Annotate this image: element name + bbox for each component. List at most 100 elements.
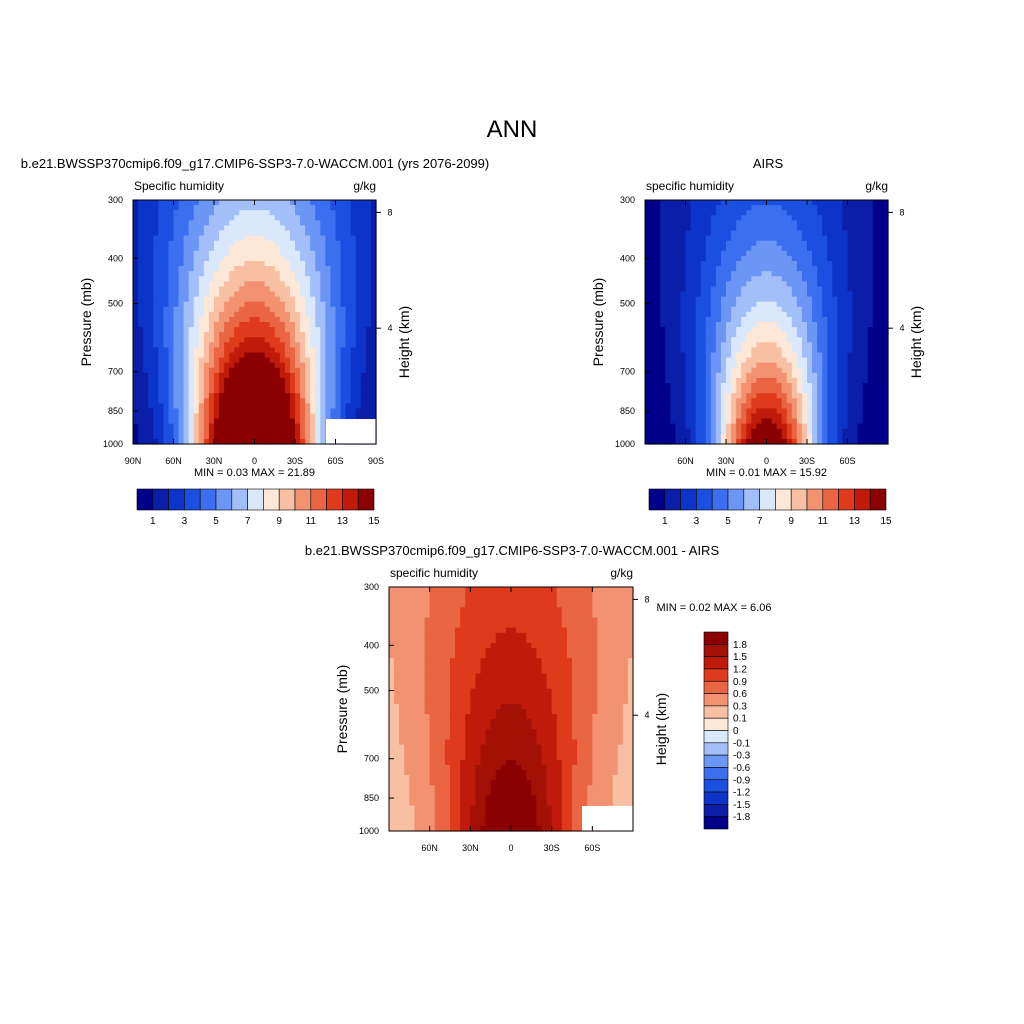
- field-cell: [812, 418, 818, 425]
- field-cell: [315, 276, 321, 282]
- field-cell: [842, 210, 849, 216]
- field-cell: [776, 245, 783, 252]
- field-cell: [690, 301, 697, 308]
- field-cell: [710, 210, 717, 216]
- field-cell: [284, 398, 291, 404]
- field-cell: [320, 235, 326, 242]
- field-cell: [827, 281, 833, 288]
- field-cell: [827, 352, 833, 359]
- field-cell: [325, 383, 332, 389]
- field-cell: [650, 433, 656, 440]
- field-cell: [330, 296, 337, 303]
- field-cell: [817, 403, 823, 410]
- field-cell: [847, 220, 854, 227]
- y-tick-label: 850: [620, 406, 635, 416]
- field-cell: [183, 316, 190, 323]
- field-cell: [842, 413, 849, 420]
- field-cell: [655, 347, 661, 354]
- field-cell: [882, 383, 889, 389]
- field-cell: [148, 255, 154, 262]
- field-cell: [741, 266, 747, 272]
- field-cell: [340, 322, 347, 328]
- field-cell: [847, 342, 854, 349]
- field-cell: [399, 764, 405, 771]
- field-cell: [409, 714, 416, 720]
- field-cell: [731, 413, 737, 420]
- field-cell: [720, 352, 727, 359]
- field-cell: [872, 306, 879, 313]
- field-cell: [284, 428, 291, 435]
- field-cell: [178, 413, 185, 420]
- field-cell: [350, 271, 357, 277]
- field-cell: [781, 225, 788, 232]
- field-cell: [857, 215, 864, 221]
- field-cell: [203, 316, 210, 323]
- field-cell: [404, 602, 410, 608]
- field-cell: [188, 215, 195, 221]
- field-cell: [229, 367, 235, 374]
- field-cell: [249, 205, 256, 211]
- field-cell: [188, 261, 195, 267]
- field-cell: [650, 220, 656, 227]
- field-cell: [259, 255, 266, 262]
- field-cell: [877, 200, 884, 206]
- field-cell: [690, 418, 697, 425]
- field-cell: [208, 428, 215, 435]
- field-cell: [365, 347, 372, 354]
- field-cell: [168, 210, 175, 216]
- field-cell: [761, 210, 768, 216]
- field-cell: [409, 653, 416, 659]
- field-cell: [827, 322, 833, 328]
- field-cell: [822, 433, 828, 440]
- field-cell: [143, 266, 149, 272]
- field-cell: [284, 337, 291, 343]
- field-cell: [670, 408, 676, 415]
- field-cell: [244, 362, 251, 369]
- field-cell: [685, 245, 692, 252]
- field-cell: [330, 235, 337, 242]
- field-cell: [335, 413, 342, 420]
- field-cell: [219, 423, 225, 430]
- field-cell: [224, 281, 230, 288]
- field-cell: [148, 291, 154, 298]
- field-cell: [208, 316, 215, 323]
- field-cell: [766, 383, 773, 389]
- field-cell: [710, 296, 717, 303]
- field-cell: [389, 658, 395, 664]
- field-cell: [300, 388, 306, 394]
- field-cell: [812, 423, 818, 430]
- field-cell: [234, 357, 240, 364]
- field-cell: [705, 215, 712, 221]
- field-cell: [300, 372, 306, 379]
- field-cell: [249, 428, 256, 435]
- field-cell: [837, 347, 844, 354]
- field-cell: [350, 230, 357, 237]
- field-cell: [766, 423, 773, 430]
- field-cell: [295, 215, 301, 221]
- field-cell: [807, 322, 813, 328]
- field-cell: [710, 225, 717, 232]
- field-cell: [791, 276, 798, 282]
- field-cell: [178, 250, 185, 257]
- field-cell: [817, 245, 823, 252]
- field-cell: [766, 230, 773, 237]
- field-cell: [655, 200, 661, 206]
- field-cell: [148, 332, 154, 338]
- field-cell: [219, 261, 225, 267]
- field-cell: [168, 316, 175, 323]
- field-cell: [219, 367, 225, 374]
- field-cell: [660, 342, 666, 349]
- field-cell: [173, 255, 180, 262]
- field-cell: [335, 327, 342, 333]
- field-cell: [178, 205, 185, 211]
- field-cell: [224, 205, 230, 211]
- field-cell: [300, 225, 306, 232]
- field-cell: [660, 301, 666, 308]
- field-cell: [867, 210, 874, 216]
- field-cell: [335, 342, 342, 349]
- field-cell: [807, 266, 813, 272]
- field-cell: [650, 438, 656, 445]
- colorbar-swatch: [215, 488, 233, 511]
- field-cell: [695, 261, 702, 267]
- field-cell: [239, 230, 245, 237]
